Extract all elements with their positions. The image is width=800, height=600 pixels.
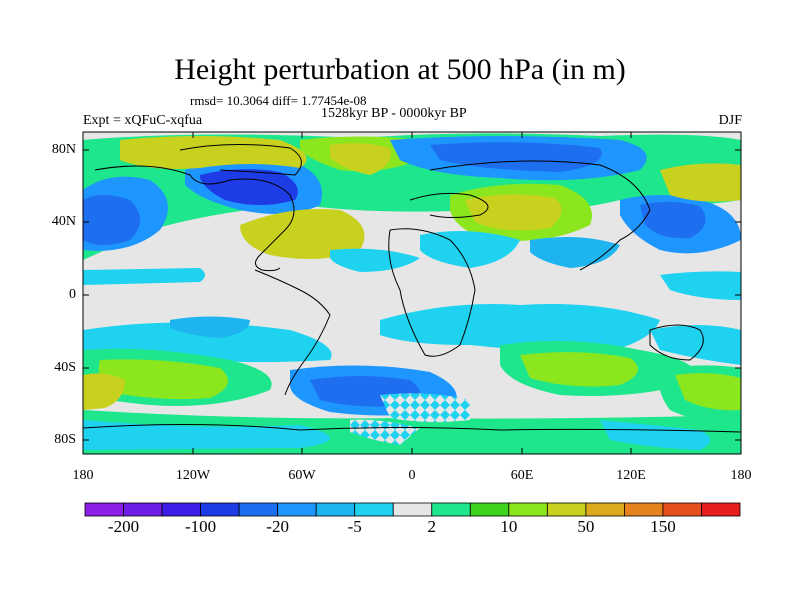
colorbar: [84, 502, 741, 517]
season-label: DJF: [718, 113, 742, 128]
colorbar-swatch: [315, 502, 356, 517]
stats-text: rmsd= 10.3064 diff= 1.77454e-08: [190, 93, 367, 108]
colorbar-label: 10: [500, 517, 518, 536]
coastlines: [83, 143, 741, 433]
colorbar-swatch: [469, 502, 510, 517]
lon-label-0: 0: [408, 468, 416, 483]
colorbar-swatch: [624, 502, 664, 517]
lon-label-60w: 60W: [288, 468, 316, 483]
colorbar-label: -100: [184, 517, 217, 536]
lon-label-60e: 60E: [510, 468, 534, 483]
period-text: 1528kyr BP - 0000kyr BP: [321, 106, 467, 121]
colorbar-swatch: [277, 502, 317, 517]
map-field: [83, 132, 741, 454]
colorbar-swatch: [508, 502, 548, 517]
plot-title: Height perturbation at 500 hPa (in m): [174, 53, 626, 86]
colorbar-swatch: [84, 502, 124, 517]
colorbar-label: 150: [650, 517, 676, 536]
colorbar-label: -5: [347, 517, 362, 536]
colorbar-label: 2: [427, 517, 437, 536]
axis-ticks: [83, 132, 741, 454]
lat-label-80n: 80N: [51, 142, 76, 157]
colorbar-swatch: [200, 502, 240, 517]
lon-label-180e: 180: [730, 468, 752, 483]
lat-label-80s: 80S: [54, 432, 76, 447]
experiment-label: Expt = xQFuC-xqfua: [83, 113, 203, 128]
lon-label-180w: 180: [72, 468, 94, 483]
colorbar-label: -200: [107, 517, 140, 536]
lon-label-120e: 120E: [616, 468, 646, 483]
colorbar-swatch: [354, 502, 394, 517]
colorbar-swatch: [701, 502, 741, 517]
colorbar-label: -20: [266, 517, 289, 536]
colorbar-swatch: [431, 502, 471, 517]
lat-label-40n: 40N: [51, 214, 76, 229]
lat-label-0: 0: [69, 287, 76, 302]
lon-label-120w: 120W: [175, 468, 211, 483]
colorbar-swatch: [238, 502, 279, 517]
colorbar-swatch: [123, 502, 163, 517]
colorbar-label: 50: [577, 517, 595, 536]
colorbar-swatch: [585, 502, 625, 517]
colorbar-swatch: [392, 502, 433, 517]
colorbar-swatch: [662, 502, 702, 517]
colorbar-swatch: [161, 502, 201, 517]
lat-label-40s: 40S: [54, 360, 76, 375]
colorbar-swatch: [546, 502, 587, 517]
